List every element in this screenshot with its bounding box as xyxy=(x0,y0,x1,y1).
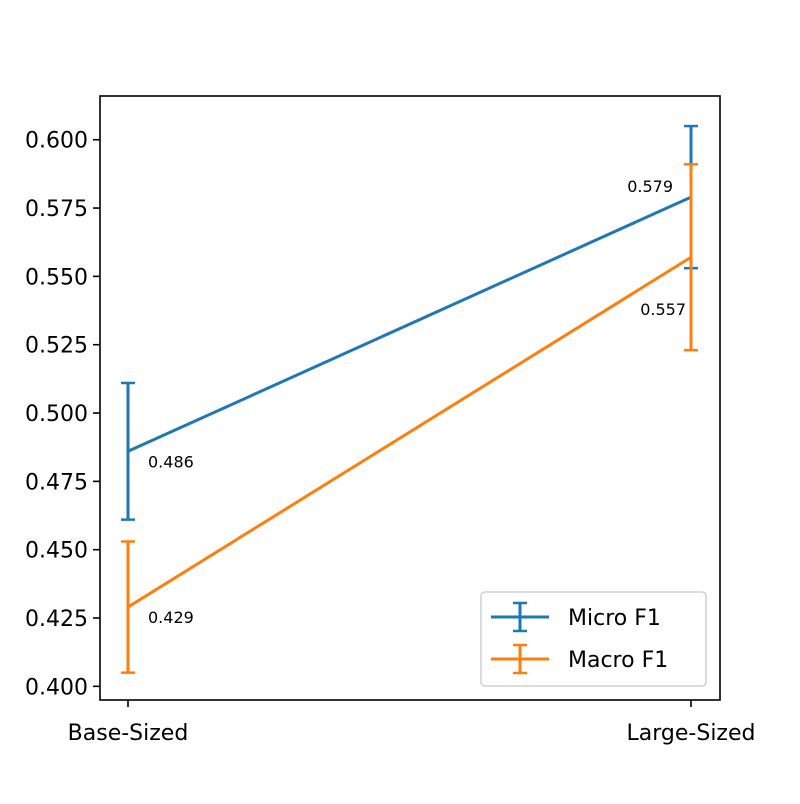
y-tick-label: 0.400 xyxy=(25,675,88,700)
y-tick-label: 0.525 xyxy=(25,334,88,359)
series-line-macro-f1 xyxy=(127,255,692,609)
y-tick-label: 0.425 xyxy=(25,607,88,632)
plot-frame xyxy=(99,95,721,701)
legend-label: Macro F1 xyxy=(568,648,668,673)
legend-label: Micro F1 xyxy=(568,606,661,631)
x-tick-label: Base-Sized xyxy=(68,721,189,746)
y-tick-label: 0.575 xyxy=(25,197,88,222)
data-label: 0.579 xyxy=(627,177,673,196)
y-tick-label: 0.600 xyxy=(25,129,88,154)
data-label: 0.486 xyxy=(148,452,194,471)
series-line-micro-f1 xyxy=(127,195,692,453)
y-tick-label: 0.500 xyxy=(25,402,88,427)
y-tick-label: 0.475 xyxy=(25,470,88,495)
data-label: 0.557 xyxy=(640,300,686,319)
data-label: 0.429 xyxy=(148,608,194,627)
y-tick-label: 0.450 xyxy=(25,539,88,564)
x-tick-label: Large-Sized xyxy=(627,721,756,746)
y-tick-label: 0.550 xyxy=(25,265,88,290)
